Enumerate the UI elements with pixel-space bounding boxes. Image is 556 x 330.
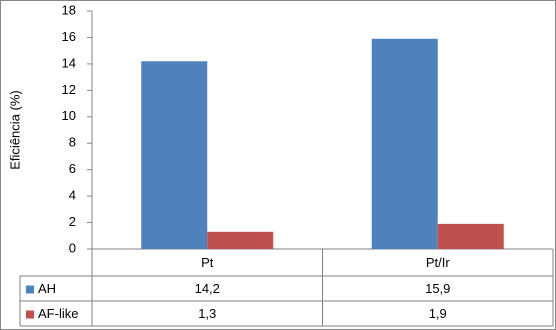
legend-label: AF-like: [38, 306, 78, 321]
legend-swatch: [26, 285, 34, 294]
table-value: 1,9: [429, 306, 447, 321]
y-tick-label: 6: [69, 161, 76, 176]
y-tick-label: 12: [62, 82, 76, 97]
table-value: 15,9: [425, 281, 450, 296]
x-tick-label: Pt: [201, 255, 214, 270]
table-value: 1,3: [198, 306, 216, 321]
y-tick-label: 10: [62, 108, 76, 123]
bar: [141, 61, 208, 249]
bar: [371, 38, 438, 250]
legend-swatch: [26, 310, 34, 319]
y-axis-label: Eficiência (%): [7, 90, 22, 169]
x-tick-label: Pt/Ir: [426, 255, 451, 270]
table-value: 14,2: [195, 281, 220, 296]
legend-label: AH: [38, 281, 56, 296]
y-tick-label: 2: [69, 214, 76, 229]
y-tick-label: 0: [69, 240, 76, 255]
y-tick-label: 18: [62, 2, 76, 17]
bar: [437, 223, 504, 249]
y-tick-label: 14: [62, 55, 76, 70]
bar: [207, 231, 274, 249]
y-tick-label: 16: [62, 29, 76, 44]
y-tick-label: 8: [69, 135, 76, 150]
y-tick-label: 4: [69, 188, 76, 203]
